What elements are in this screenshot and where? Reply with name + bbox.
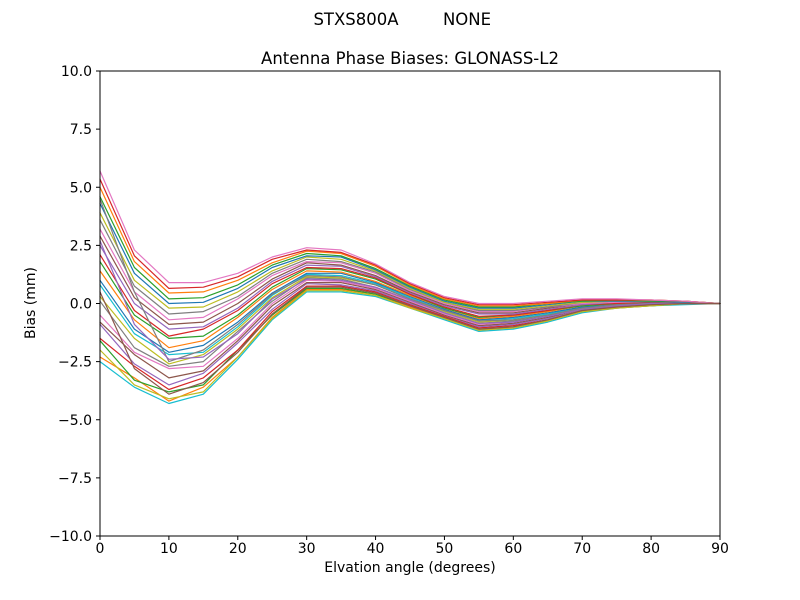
y-tick-label: 0.0 — [70, 297, 92, 313]
bias-curve — [99, 254, 721, 337]
bias-curve — [99, 286, 721, 395]
x-tick-label: 70 — [573, 541, 591, 557]
y-tick-label: 5.0 — [70, 180, 92, 196]
x-tick-label: 20 — [229, 541, 247, 557]
y-tick-label: −5.0 — [58, 413, 92, 429]
x-tick-label: 60 — [504, 541, 522, 557]
chart-title: Antenna Phase Biases: GLONASS-L2 — [261, 49, 559, 68]
bias-curve — [99, 228, 721, 321]
x-tick-label: 0 — [96, 541, 105, 557]
y-tick-label: −7.5 — [58, 471, 92, 487]
bias-curve — [99, 198, 721, 363]
bias-curve — [99, 202, 721, 309]
figure-suptitle-status: NONE — [443, 10, 491, 29]
y-tick-label: −2.5 — [58, 355, 92, 371]
plot-area: 0 10 20 30 40 50 60 70 80 90 −10.0 −7.5 −5.0 −2.5 0.0 2… — [49, 64, 729, 557]
x-tick-label: 80 — [642, 541, 660, 557]
bias-curve — [99, 290, 721, 400]
bias-curve — [99, 178, 721, 306]
y-tick-label: 10.0 — [61, 64, 92, 80]
x-tick-label: 50 — [436, 541, 454, 557]
bias-curve — [99, 235, 721, 325]
figure-suptitle-model: STXS800A — [313, 10, 399, 29]
x-tick-label: 10 — [160, 541, 178, 557]
x-tick-label: 40 — [367, 541, 385, 557]
x-tick-label: 90 — [711, 541, 729, 557]
y-tick-label: 2.5 — [70, 238, 92, 254]
y-axis-label: Bias (mm) — [23, 267, 39, 339]
x-axis-label: Elvation angle (degrees) — [324, 560, 495, 576]
y-tick-label: −10.0 — [49, 529, 92, 545]
y-tick-label: 7.5 — [70, 122, 92, 138]
x-tick-label: 30 — [298, 541, 316, 557]
bias-curve — [99, 240, 721, 360]
bias-curve — [99, 170, 721, 305]
